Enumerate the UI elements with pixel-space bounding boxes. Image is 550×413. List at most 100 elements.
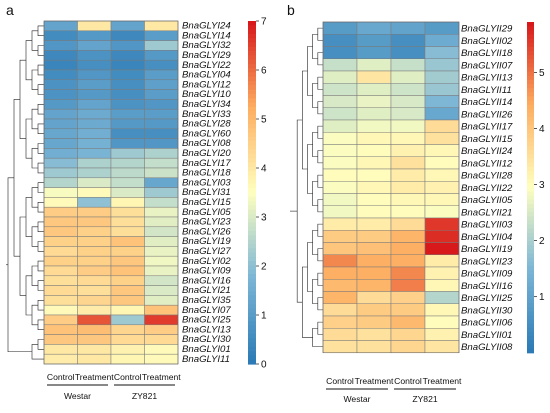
heatmap-cell: [110, 236, 145, 247]
panel-b-row-dendrogram: [290, 27, 323, 347]
colorbar-segment: [248, 158, 256, 164]
heatmap-cell: [356, 242, 392, 255]
heatmap-cell: [144, 314, 179, 326]
heatmap-cell: [356, 181, 392, 194]
colorbar-tick-label: 1: [539, 292, 545, 303]
gene-label: BnaGLYI11: [182, 354, 230, 365]
heatmap-cell: [110, 246, 145, 257]
colorbar-segment: [527, 96, 534, 102]
heatmap-cell: [110, 344, 145, 355]
gene-label: BnaGLYI02: [182, 256, 231, 267]
heatmap-cell: [356, 144, 392, 157]
heatmap-cell: [390, 328, 426, 341]
heatmap-cell: [424, 58, 460, 72]
heatmap-cell: [43, 99, 78, 110]
column-label: Control: [326, 376, 354, 386]
heatmap-cell: [43, 255, 78, 267]
heatmap-cell: [43, 128, 78, 139]
colorbar-segment: [248, 72, 256, 78]
heatmap-cell: [424, 266, 460, 280]
colorbar-segment: [527, 220, 534, 226]
gene-label: BnaGLYI35: [182, 295, 231, 306]
dendrogram-branch: [37, 84, 44, 95]
heatmap-cell: [424, 46, 460, 59]
colorbar-segment: [248, 312, 256, 318]
colorbar-segment: [248, 81, 256, 86]
gene-label: BnaGLYII05: [461, 195, 513, 206]
heatmap-cell: [77, 138, 112, 149]
panel-a-heatmap-cells: [43, 20, 179, 365]
colorbar-segment: [248, 162, 256, 168]
dendrogram-branch: [31, 148, 38, 169]
heatmap-cell: [390, 193, 426, 206]
colorbar-segment: [527, 265, 534, 271]
gene-label: BnaGLYI19: [182, 236, 231, 247]
colorbar-segment: [527, 46, 534, 52]
heatmap-cell: [144, 138, 179, 149]
dendrogram-branch: [307, 242, 313, 292]
colorbar-segment: [527, 154, 534, 160]
heatmap-cell: [77, 295, 112, 306]
heatmap-cell: [424, 21, 460, 35]
heatmap-cell: [77, 40, 112, 51]
colorbar-segment: [248, 286, 256, 292]
dendrogram-branch: [312, 82, 318, 109]
colorbar-segment: [248, 29, 256, 35]
heatmap-cell: [424, 70, 460, 84]
heatmap-cell: [110, 148, 145, 159]
heatmap-cell: [77, 353, 112, 365]
dendrogram-branch: [37, 260, 44, 272]
heatmap-cell: [77, 69, 112, 81]
colorbar-segment: [527, 92, 534, 98]
dendrogram-branch: [296, 119, 303, 303]
heatmap-cell: [424, 107, 460, 121]
dendrogram-branch: [37, 202, 44, 213]
dendrogram-branch: [317, 76, 323, 90]
gene-label: BnaGLYI18: [182, 168, 231, 179]
heatmap-cell: [144, 128, 179, 139]
heatmap-cell: [43, 353, 78, 365]
heatmap-cell: [77, 148, 112, 159]
colorbar-segment: [527, 249, 534, 255]
heatmap-cell: [77, 334, 112, 345]
colorbar-segment: [248, 183, 256, 189]
dendrogram-branch: [317, 150, 323, 164]
colorbar-segment: [248, 55, 256, 61]
colorbar-segment: [527, 315, 534, 321]
dendrogram-branch: [37, 339, 44, 350]
dendrogram-branch: [25, 197, 32, 237]
gene-label: BnaGLYI12: [182, 79, 231, 90]
gene-label: BnaGLYI34: [182, 99, 231, 110]
dendrogram-branch: [37, 319, 44, 330]
heatmap-cell: [390, 291, 426, 304]
colorbar-segment: [248, 273, 256, 279]
heatmap-cell: [390, 168, 426, 182]
heatmap-cell: [77, 157, 112, 169]
heatmap-cell: [110, 138, 145, 149]
heatmap-cell: [144, 265, 179, 277]
heatmap-cell: [356, 266, 392, 280]
heatmap-cell: [77, 285, 112, 296]
gene-label: BnaGLYI08: [182, 138, 231, 149]
gene-label: BnaGLYII24: [461, 146, 512, 157]
heatmap-cell: [144, 177, 179, 188]
heatmap-cell: [110, 324, 145, 335]
colorbar-segment: [527, 34, 534, 40]
heatmap-cell: [144, 148, 179, 159]
heatmap-cell: [43, 206, 78, 218]
gene-label: BnaGLYI25: [182, 315, 231, 326]
dendrogram-branch: [31, 265, 38, 286]
colorbar-segment: [248, 243, 256, 249]
colorbar-segment: [248, 239, 256, 245]
dendrogram-branch: [317, 199, 323, 213]
heatmap-cell: [43, 236, 78, 247]
heatmap-cell: [110, 167, 145, 179]
gene-label: BnaGLYI07: [182, 305, 231, 316]
heatmap-cell: [390, 230, 426, 243]
column-label: Control: [394, 376, 422, 386]
dendrogram-branch: [317, 125, 323, 139]
colorbar-tick-label: 4: [539, 124, 545, 135]
heatmap-cell: [43, 295, 78, 306]
colorbar-segment: [248, 278, 256, 284]
heatmap-cell: [144, 236, 179, 247]
